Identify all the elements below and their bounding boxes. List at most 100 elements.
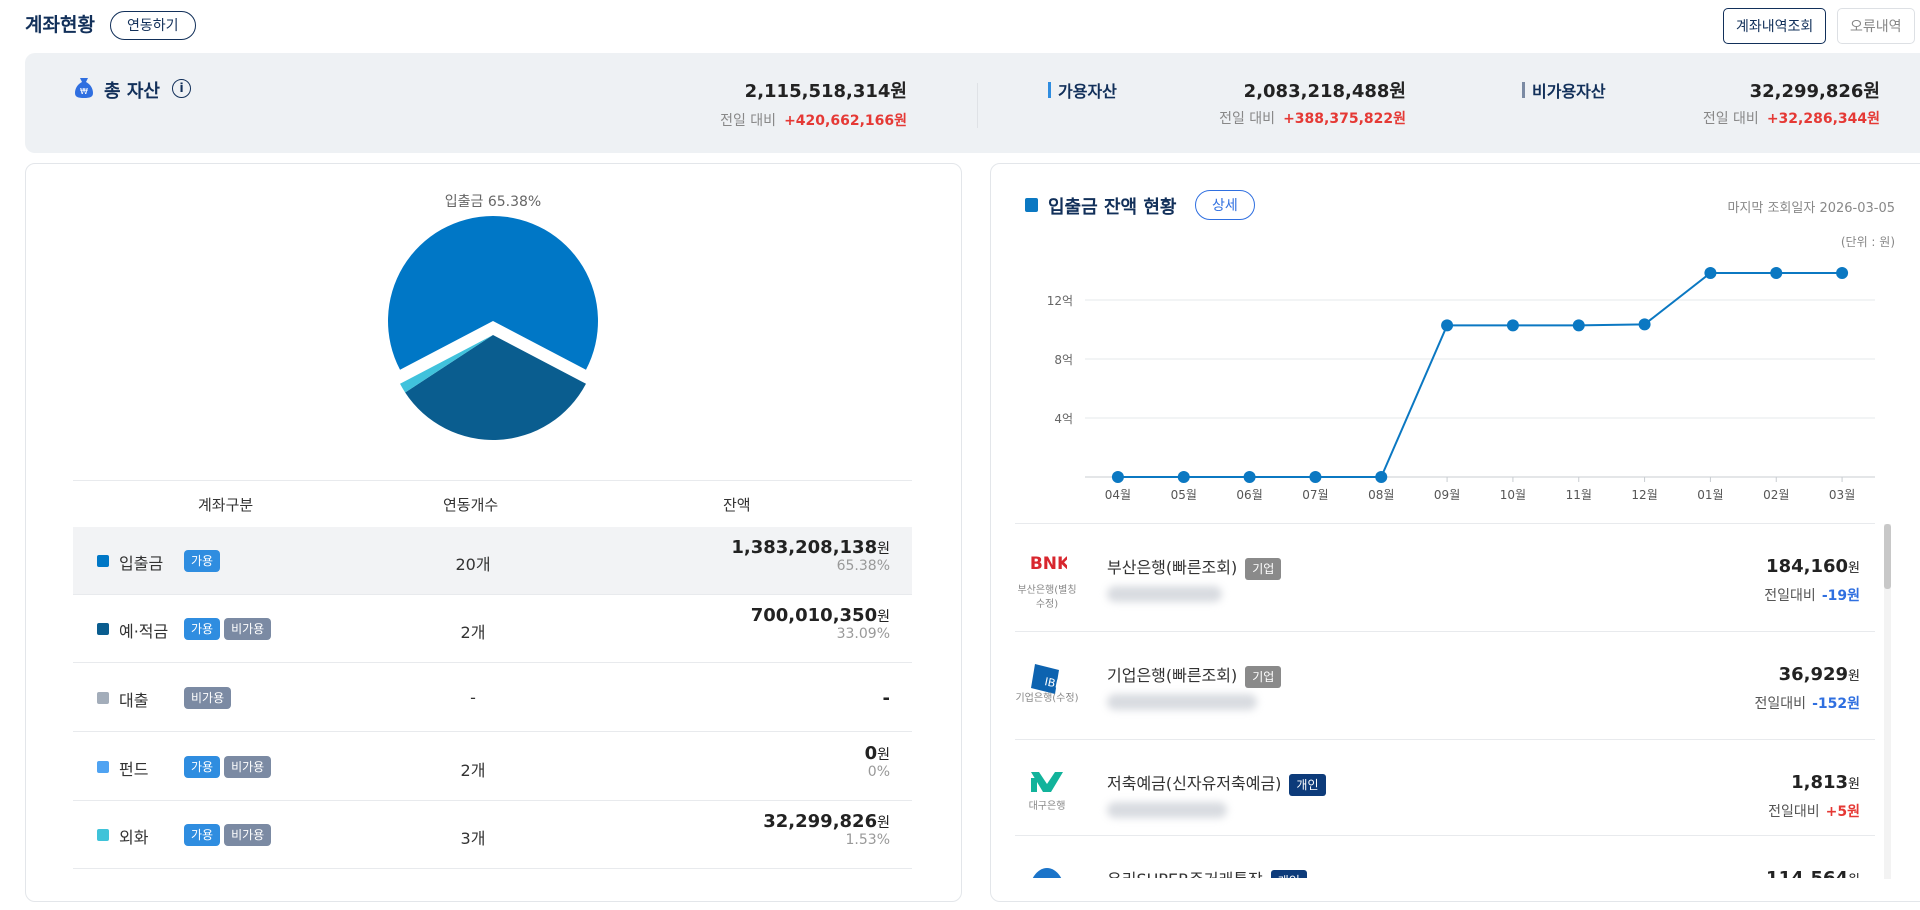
money-bag-icon: ₩ (74, 77, 94, 99)
divider (977, 83, 978, 128)
row-tags: 가용 비가용 (184, 755, 275, 778)
tag-unavailable: 비가용 (224, 618, 272, 640)
amount-unit: 원 (1848, 669, 1860, 684)
account-balance: 114,564원 (1766, 868, 1860, 878)
data-point[interactable] (1111, 471, 1124, 483)
data-point[interactable] (1506, 319, 1519, 332)
amount-value: 1,813 (1791, 772, 1849, 793)
scrollbar-track[interactable] (1884, 524, 1891, 879)
row-type: 대출 (119, 690, 149, 710)
svg-text:IBK: IBK (1043, 675, 1064, 692)
masked-account-number (1107, 802, 1227, 818)
balance-percent: 65.38% (836, 558, 890, 574)
data-point[interactable] (1770, 267, 1783, 280)
unavailable-asset-label: 비가용자산 (1532, 82, 1606, 101)
x-tick-label: 09월 (1434, 488, 1460, 502)
data-point[interactable] (1441, 319, 1454, 332)
row-balance: 1,383,208,138원 65.38% (731, 537, 890, 574)
account-type-tag: 기업 (1245, 665, 1282, 688)
balance-percent: 1.53% (845, 832, 890, 848)
col-header-count: 연동개수 (443, 496, 499, 514)
x-tick-label: 08월 (1368, 488, 1394, 502)
balance-value: 0 (864, 742, 878, 764)
divider (1015, 523, 1875, 524)
data-point[interactable] (1836, 267, 1849, 280)
col-header-type: 계좌구분 (198, 496, 254, 514)
masked-account-number (1107, 694, 1257, 710)
scrollbar-thumb[interactable] (1884, 524, 1891, 589)
table-header: 계좌구분 연동개수 잔액 (73, 480, 912, 527)
bank-logo-icon: BNK (1027, 552, 1067, 574)
diff-label: 전일대비 (1754, 696, 1807, 712)
table-row[interactable]: 펀드 가용 비가용 2개 0원 0% (73, 732, 912, 801)
diff-label: 전일 대비 (1702, 111, 1759, 127)
x-tick-label: 07월 (1302, 488, 1328, 502)
account-balance: 36,929원 전일대비 -152원 (1755, 664, 1860, 713)
row-tags: 가용 (184, 550, 224, 572)
diff-value: +5원 (1825, 804, 1860, 820)
account-name: 부산은행(빠른조회) 기업 (1107, 554, 1282, 580)
table-row[interactable]: 입출금 가용 20개 1,383,208,138원 65.38% (73, 527, 912, 595)
account-name-text: 저축예금(신자유저축예금) (1107, 774, 1282, 793)
tag-available: 가용 (184, 550, 221, 572)
bank-account-item[interactable]: 우리SUPER주거래통장 개인 114,564원 (1015, 836, 1875, 878)
bank-account-item[interactable]: IBK 기업은행(수정) 기업은행(빠른조회) 기업 36,929원 전일대비 -15… (1015, 632, 1875, 740)
unavailable-asset-amount: 32,299,826원 (1749, 81, 1880, 102)
tag-available: 가용 (184, 618, 221, 640)
data-point[interactable] (1375, 471, 1388, 483)
row-balance: 32,299,826원 1.53% (763, 811, 890, 848)
x-tick-label: 11월 (1566, 488, 1592, 502)
available-asset-label: 가용자산 (1058, 82, 1117, 101)
count-value: 20개 (455, 555, 491, 574)
pie-slice-2[interactable] (400, 335, 493, 393)
table-row[interactable]: 외화 가용 비가용 3개 32,299,826원 1.53% (73, 801, 912, 869)
amount-value: 114,564 (1766, 868, 1848, 878)
link-account-button[interactable]: 연동하기 (110, 11, 196, 40)
data-point[interactable] (1638, 318, 1651, 331)
balance-unit: 원 (877, 609, 890, 625)
data-point[interactable] (1572, 319, 1585, 332)
account-name: 저축예금(신자유저축예금) 개인 (1107, 770, 1326, 796)
detail-button[interactable]: 상세 (1195, 190, 1255, 220)
tag-available: 가용 (184, 755, 221, 778)
data-point[interactable] (1309, 471, 1322, 483)
balance-percent: 33.09% (836, 626, 890, 642)
account-name: 기업은행(빠른조회) 기업 (1107, 662, 1282, 688)
data-point[interactable] (1177, 471, 1190, 483)
table-row[interactable]: 예·적금 가용 비가용 2개 700,010,350원 33.09% (73, 595, 912, 663)
bank-logo-icon (1027, 864, 1067, 878)
data-point[interactable] (1243, 471, 1256, 483)
bank-account-item[interactable]: 대구은행 저축예금(신자유저축예금) 개인 1,813원 전일대비 +5원 (1015, 740, 1875, 836)
balance-unit: 원 (877, 541, 890, 557)
error-history-button[interactable]: 오류내역 (1837, 8, 1915, 44)
bank-account-item[interactable]: BNK 부산은행(별칭수정) 부산은행(빠른조회) 기업 184,160원 전일대비… (1015, 524, 1875, 632)
x-tick-label: 01월 (1697, 488, 1723, 502)
table-row[interactable]: 대출 비가용 - - (73, 663, 912, 732)
asset-summary (25, 53, 1920, 153)
amount-unit: 원 (1848, 561, 1860, 576)
svg-text:₩: ₩ (80, 87, 88, 96)
bank-alias: 기업은행(수정) (1015, 693, 1079, 704)
account-balance: 1,813원 전일대비 +5원 (1768, 772, 1860, 821)
diff-label: 전일 대비 (720, 113, 777, 129)
bank-alias: 부산은행(별칭수정) (1017, 585, 1077, 610)
balance-unit: 원 (877, 815, 890, 831)
info-icon[interactable]: i (172, 79, 191, 98)
account-history-button[interactable]: 계좌내역조회 (1723, 8, 1827, 44)
x-tick-label: 10월 (1500, 488, 1526, 502)
color-swatch (97, 760, 109, 773)
diff-value: +420,662,166원 (784, 113, 907, 129)
data-point[interactable] (1704, 267, 1717, 280)
pie-slice-0[interactable] (388, 216, 598, 370)
count-value: 2개 (460, 623, 486, 642)
account-type-tag: 개인 (1270, 869, 1307, 878)
row-type: 외화 (119, 828, 149, 847)
pie-slice-1[interactable] (405, 335, 586, 440)
x-tick-label: 02월 (1763, 488, 1789, 502)
amount-value: 36,929 (1778, 664, 1849, 685)
diff-label: 전일 대비 (1219, 111, 1276, 127)
total-asset-diff: 전일 대비 +420,662,166원 (720, 110, 907, 130)
diff-value: -19원 (1821, 588, 1860, 604)
amount-value: 184,160 (1766, 556, 1849, 577)
unavailable-asset-diff: 전일 대비 +32,286,344원 (1703, 108, 1880, 128)
